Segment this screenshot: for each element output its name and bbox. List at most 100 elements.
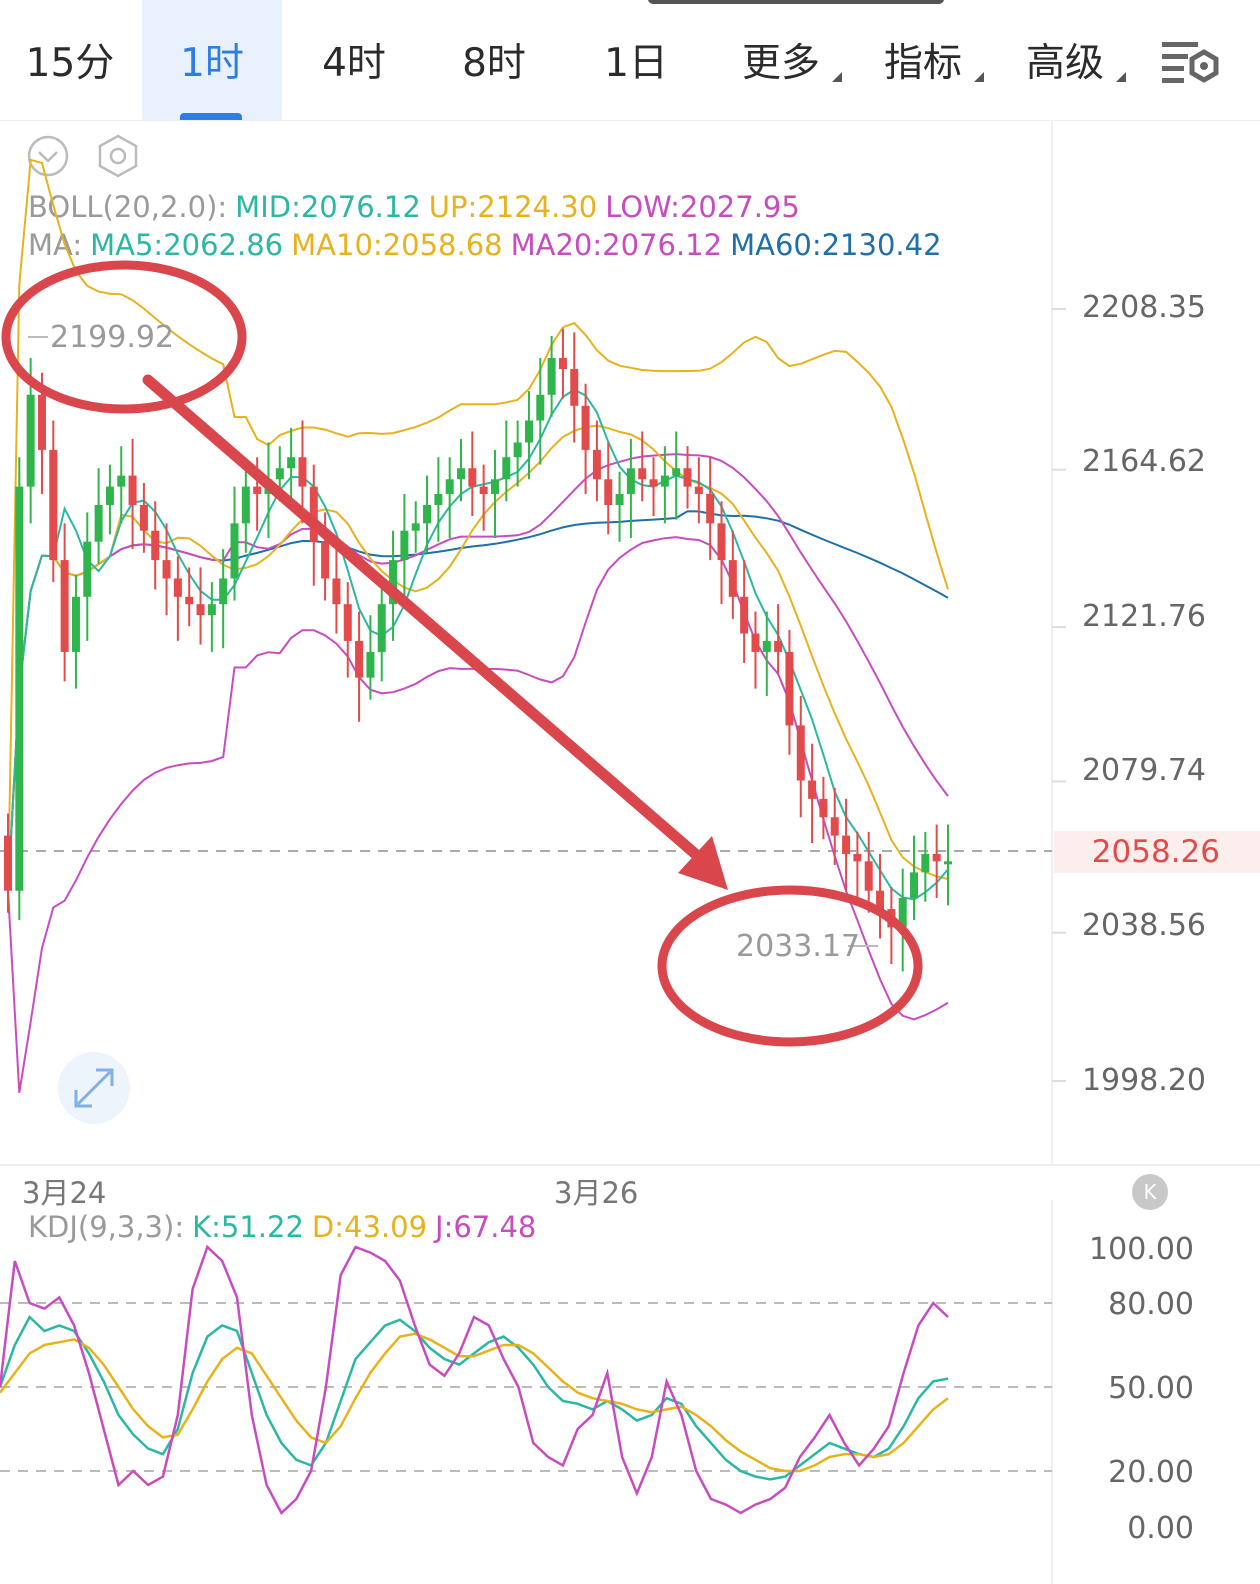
candle-body [423, 504, 432, 524]
low-price-label: 2033.17 [736, 929, 861, 964]
chart-settings-icon[interactable] [1162, 38, 1222, 88]
boll-mid: MID:2076.12 [235, 190, 421, 224]
candle-body [479, 486, 488, 494]
boll-low: LOW:2027.95 [605, 190, 800, 224]
kdj-k: K:51.22 [192, 1210, 304, 1244]
tab-label: 指标 [883, 41, 962, 86]
tab-label: 1时 [180, 41, 244, 86]
candle-body [626, 468, 635, 494]
boll-upper-line [7, 158, 949, 891]
candle-body [558, 358, 567, 370]
tab-8h[interactable]: 8时 [424, 0, 564, 120]
candle-body [876, 890, 885, 910]
candle-body [502, 457, 511, 480]
candle-body [864, 861, 873, 891]
candle-body [366, 651, 375, 678]
high-price-label: 2199.92 [50, 320, 175, 355]
tab-1d[interactable]: 1日 [566, 0, 706, 120]
kdj-prefix: KDJ(9,3,3): [28, 1210, 185, 1244]
expand-arrows-icon[interactable] [58, 1052, 130, 1124]
trend-arrow-head [678, 836, 728, 890]
candle-body [4, 835, 12, 891]
candle-body [513, 442, 522, 458]
candle-body [173, 578, 182, 597]
candle-body [377, 604, 386, 652]
candle-body [83, 541, 92, 597]
drag-handle[interactable] [648, 0, 944, 4]
dropdown-triangle-icon [832, 72, 842, 82]
low-circle-annotation [657, 885, 923, 1047]
candle-body [241, 486, 250, 524]
candle-body [581, 405, 590, 450]
kdj-y-tick-label: 0.00 [1127, 1511, 1194, 1546]
candle-body [706, 493, 715, 524]
candle-body [819, 798, 828, 818]
ma60-value: MA60:2130.42 [730, 228, 942, 262]
candle-body [457, 468, 466, 480]
hexagon-gear-icon[interactable] [96, 134, 140, 178]
ma20-value: MA20:2076.12 [510, 228, 723, 262]
ma60-line [7, 510, 949, 891]
kdj-y-tick-label: 100.00 [1089, 1232, 1194, 1267]
chevron-down-circle-icon[interactable] [26, 134, 70, 178]
boll-prefix: BOLL(20,2.0): [28, 190, 228, 224]
candle-body [717, 523, 726, 561]
candle-body [355, 640, 364, 678]
tab-4h[interactable]: 4时 [284, 0, 424, 120]
tab-advanced[interactable]: 高级 [1020, 0, 1126, 120]
candle-body [343, 604, 352, 641]
candle-body [207, 604, 216, 616]
kdj-y-tick-label: 80.00 [1108, 1287, 1194, 1322]
candle-body [71, 596, 80, 652]
ma-prefix: MA: [28, 228, 83, 262]
timeframe-tabbar: 15分 1时 4时 8时 1日 更多 指标 高级 [0, 0, 1260, 121]
candle-body [309, 486, 318, 542]
tab-more[interactable]: 更多 [736, 0, 842, 120]
candle-body [774, 640, 783, 652]
candle-body [196, 604, 205, 616]
candle-body [898, 898, 907, 928]
candle-body [853, 853, 862, 862]
current-price-value: 2058.26 [1091, 834, 1220, 870]
candle-body [162, 560, 171, 579]
candle-body [785, 651, 794, 726]
ma10-value: MA10:2058.68 [291, 228, 503, 262]
candle-body [604, 479, 613, 505]
y-tick-label: 2208.35 [1081, 290, 1206, 325]
tab-label: 15分 [25, 41, 115, 86]
kdj-chart[interactable] [0, 1200, 1260, 1584]
kdj-y-tick-label: 50.00 [1108, 1371, 1194, 1406]
candle-body [683, 468, 692, 487]
candle-body [728, 560, 737, 597]
price-chart[interactable] [0, 120, 1260, 1170]
candle-body [287, 457, 296, 469]
dropdown-triangle-icon [1116, 72, 1126, 82]
candle-body [128, 475, 137, 505]
candle-body [830, 817, 839, 836]
kdj-y-tick-label: 20.00 [1108, 1455, 1194, 1490]
tab-1h[interactable]: 1时 [142, 0, 282, 120]
kdj-j-line [0, 1244, 949, 1516]
active-tab-indicator [180, 113, 242, 120]
candle-body [230, 523, 239, 579]
ma5-value: MA5:2062.86 [90, 228, 284, 262]
y-tick-label: 2079.74 [1081, 753, 1206, 788]
candle-body [37, 394, 46, 450]
tab-indicators[interactable]: 指标 [878, 0, 984, 120]
candle-body [944, 861, 952, 865]
kdj-j: J:67.48 [435, 1210, 537, 1244]
kdj-k-line [0, 1314, 949, 1481]
candle-body [275, 468, 284, 480]
y-tick-label: 2038.56 [1081, 908, 1206, 943]
candle-body [592, 449, 601, 480]
high-circle-annotation [1, 260, 247, 414]
candle-body [547, 358, 556, 395]
candle-body [615, 493, 624, 505]
candle-body [694, 486, 703, 494]
tab-label: 更多 [741, 41, 820, 86]
candle-body [389, 560, 398, 605]
candle-body [434, 493, 443, 505]
tab-15min[interactable]: 15分 [0, 0, 140, 120]
candle-body [796, 725, 805, 781]
k-icon[interactable]: K [1132, 1174, 1168, 1210]
